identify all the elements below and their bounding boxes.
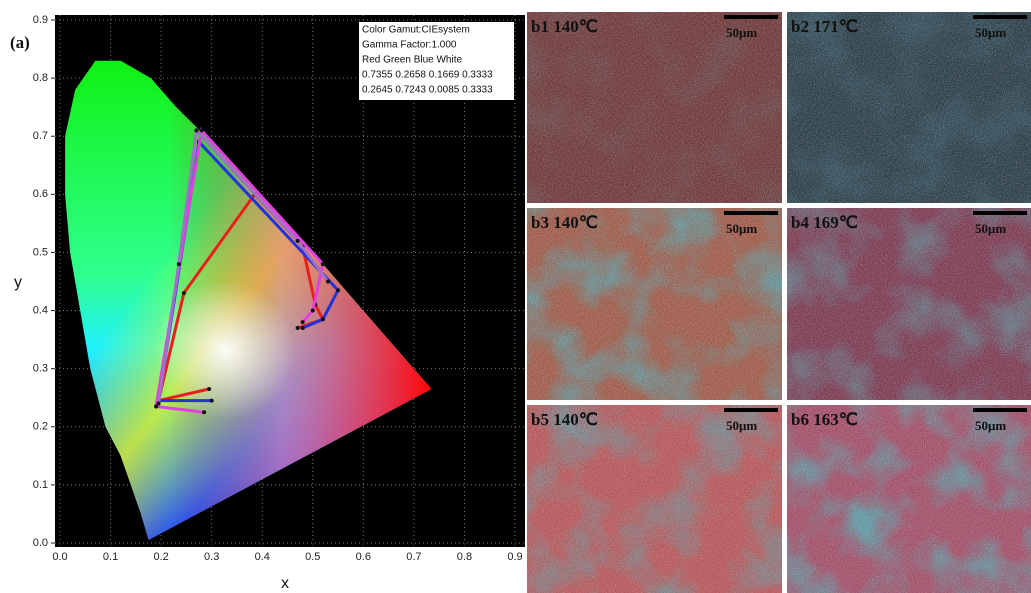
x-tick-label: 0.7: [406, 551, 421, 563]
y-tick-label: 0.4: [33, 304, 48, 316]
data-point: [296, 326, 300, 330]
scale-label: 50μm: [975, 418, 1006, 433]
data-point: [301, 320, 305, 324]
micrograph-grain: [787, 405, 1031, 593]
micrograph: b5 140℃ 50μm: [527, 405, 782, 593]
panel-label: b5 140℃: [531, 410, 598, 429]
micrograph: b6 163℃ 50μm: [787, 405, 1031, 593]
y-tick-label: 0.5: [33, 246, 48, 258]
y-tick-label: 0.7: [33, 130, 48, 142]
x-tick-label: 0.5: [305, 551, 320, 563]
panel-label: b6 163℃: [791, 410, 858, 429]
x-tick-label: 0.2: [153, 551, 168, 563]
y-tick-label: 0.0: [33, 537, 48, 549]
panel-label: b1 140℃: [531, 17, 598, 36]
y-tick-label: 0.8: [33, 72, 48, 84]
x-tick-label: 0.1: [103, 551, 118, 563]
panel-label: b4 169℃: [791, 213, 858, 232]
scale-bar: [973, 211, 1027, 215]
micrograph-grain: [787, 12, 1031, 203]
x-axis-label: x: [281, 575, 289, 592]
y-tick-label: 0.2: [33, 421, 48, 433]
scale-label: 50μm: [726, 418, 757, 433]
micrograph: b1 140℃ 50μm: [527, 12, 782, 203]
scale-bar: [724, 15, 778, 19]
data-point: [326, 280, 330, 284]
panel-label: (a): [10, 33, 30, 52]
data-point: [182, 291, 186, 295]
figure: (a) y x b1 140℃ 50μm b2 171℃ 50μm b3 140℃ 50μ…: [0, 0, 1031, 593]
scale-label: 50μm: [975, 221, 1006, 236]
annotation-line: Gamma Factor:1.000: [362, 40, 457, 51]
data-point: [207, 387, 211, 391]
panel-label: b2 171℃: [791, 17, 858, 36]
micrograph-grain: [527, 208, 782, 400]
micrograph-grain: [527, 405, 782, 593]
scale-bar: [724, 211, 778, 215]
micrograph: b3 140℃ 50μm: [527, 208, 782, 400]
data-point: [200, 128, 204, 132]
scale-label: 50μm: [726, 221, 757, 236]
annotation-line: Red Green Blue White: [362, 55, 462, 66]
data-point: [321, 317, 325, 321]
x-tick-label: 0.9: [507, 551, 522, 563]
data-point: [311, 309, 315, 313]
micrograph: b2 171℃ 50μm: [787, 12, 1031, 203]
x-tick-label: 0.4: [255, 551, 270, 563]
x-tick-label: 0.6: [356, 551, 371, 563]
y-tick-label: 0.3: [33, 363, 48, 375]
data-point: [202, 410, 206, 414]
data-point: [177, 262, 181, 266]
y-tick-label: 0.6: [33, 188, 48, 200]
y-tick-label: 0.1: [33, 479, 48, 491]
page: {"chart_data": {"type": "line", "panel_l…: [0, 0, 1031, 593]
data-point: [195, 128, 199, 132]
x-tick-label: 0.3: [204, 551, 219, 563]
y-axis-label: y: [14, 274, 22, 291]
data-point: [296, 239, 300, 243]
micrograph: b4 169℃ 50μm: [787, 208, 1031, 400]
annotation-line: 0.7355 0.2658 0.1669 0.3333: [362, 70, 493, 81]
panel-label: b3 140℃: [531, 213, 598, 232]
annotation-line: Color Gamut:CIEsystem: [362, 25, 470, 36]
x-tick-label: 0.8: [457, 551, 472, 563]
x-tick-label: 0.0: [52, 551, 67, 563]
data-point: [321, 262, 325, 266]
data-point: [336, 288, 340, 292]
scale-label: 50μm: [975, 25, 1006, 40]
data-point: [157, 402, 161, 406]
micrograph-grain: [527, 12, 782, 203]
y-tick-label: 0.9: [33, 14, 48, 26]
scale-bar: [724, 408, 778, 412]
data-point: [210, 399, 214, 403]
scale-bar: [973, 15, 1027, 19]
scale-bar: [973, 408, 1027, 412]
micrograph-grain: [787, 208, 1031, 400]
scale-label: 50μm: [726, 25, 757, 40]
data-point: [301, 326, 305, 330]
annotation-line: 0.2645 0.7243 0.0085 0.3333: [362, 85, 493, 96]
